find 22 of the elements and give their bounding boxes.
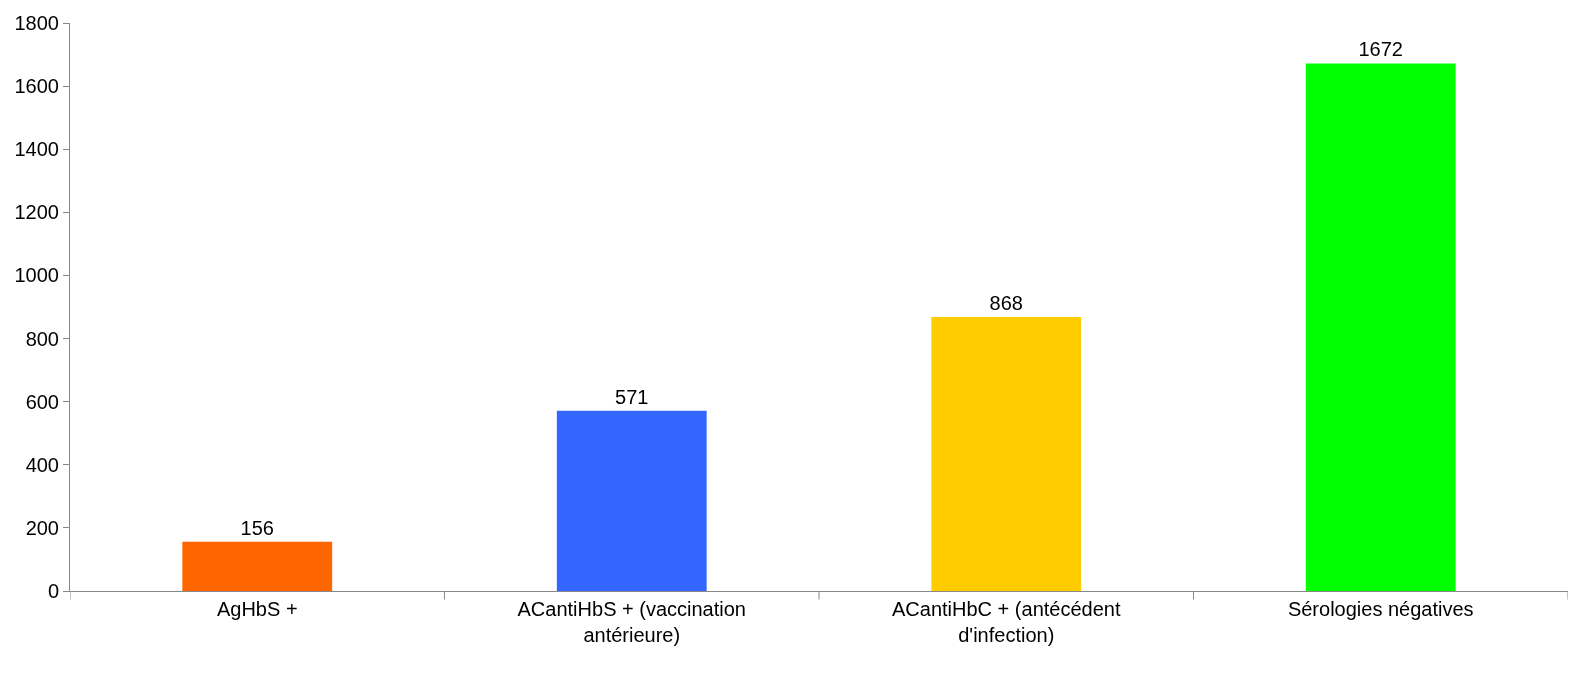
x-tick-label: Sérologies négatives: [1287, 598, 1474, 620]
bar: [556, 410, 707, 591]
bar: [1305, 63, 1456, 591]
data-label: 571: [615, 385, 649, 408]
bar: [182, 541, 333, 591]
y-tick-label: 1800: [14, 12, 59, 34]
x-tick-label: AgHbS +: [216, 598, 298, 620]
y-tick-label: 0: [47, 580, 59, 602]
y-tick-label: 1400: [14, 138, 59, 161]
y-tick-label: 600: [25, 390, 59, 413]
data-label: 868: [989, 292, 1023, 315]
y-tick-label: 800: [25, 327, 59, 350]
data-label: 156: [240, 516, 274, 539]
data-label: 1672: [1358, 38, 1403, 61]
y-tick-label: 1000: [14, 264, 59, 287]
x-tick-label: ACantiHbS + (vaccination antérieure): [517, 598, 746, 646]
y-tick-label: 200: [25, 516, 59, 539]
y-tick-label: 1600: [14, 75, 59, 98]
x-tick-label: ACantiHbC + (antécédent d'infection): [892, 598, 1121, 646]
bar: [931, 317, 1082, 591]
y-tick-label: 1200: [14, 201, 59, 224]
y-tick-label: 400: [25, 453, 59, 476]
